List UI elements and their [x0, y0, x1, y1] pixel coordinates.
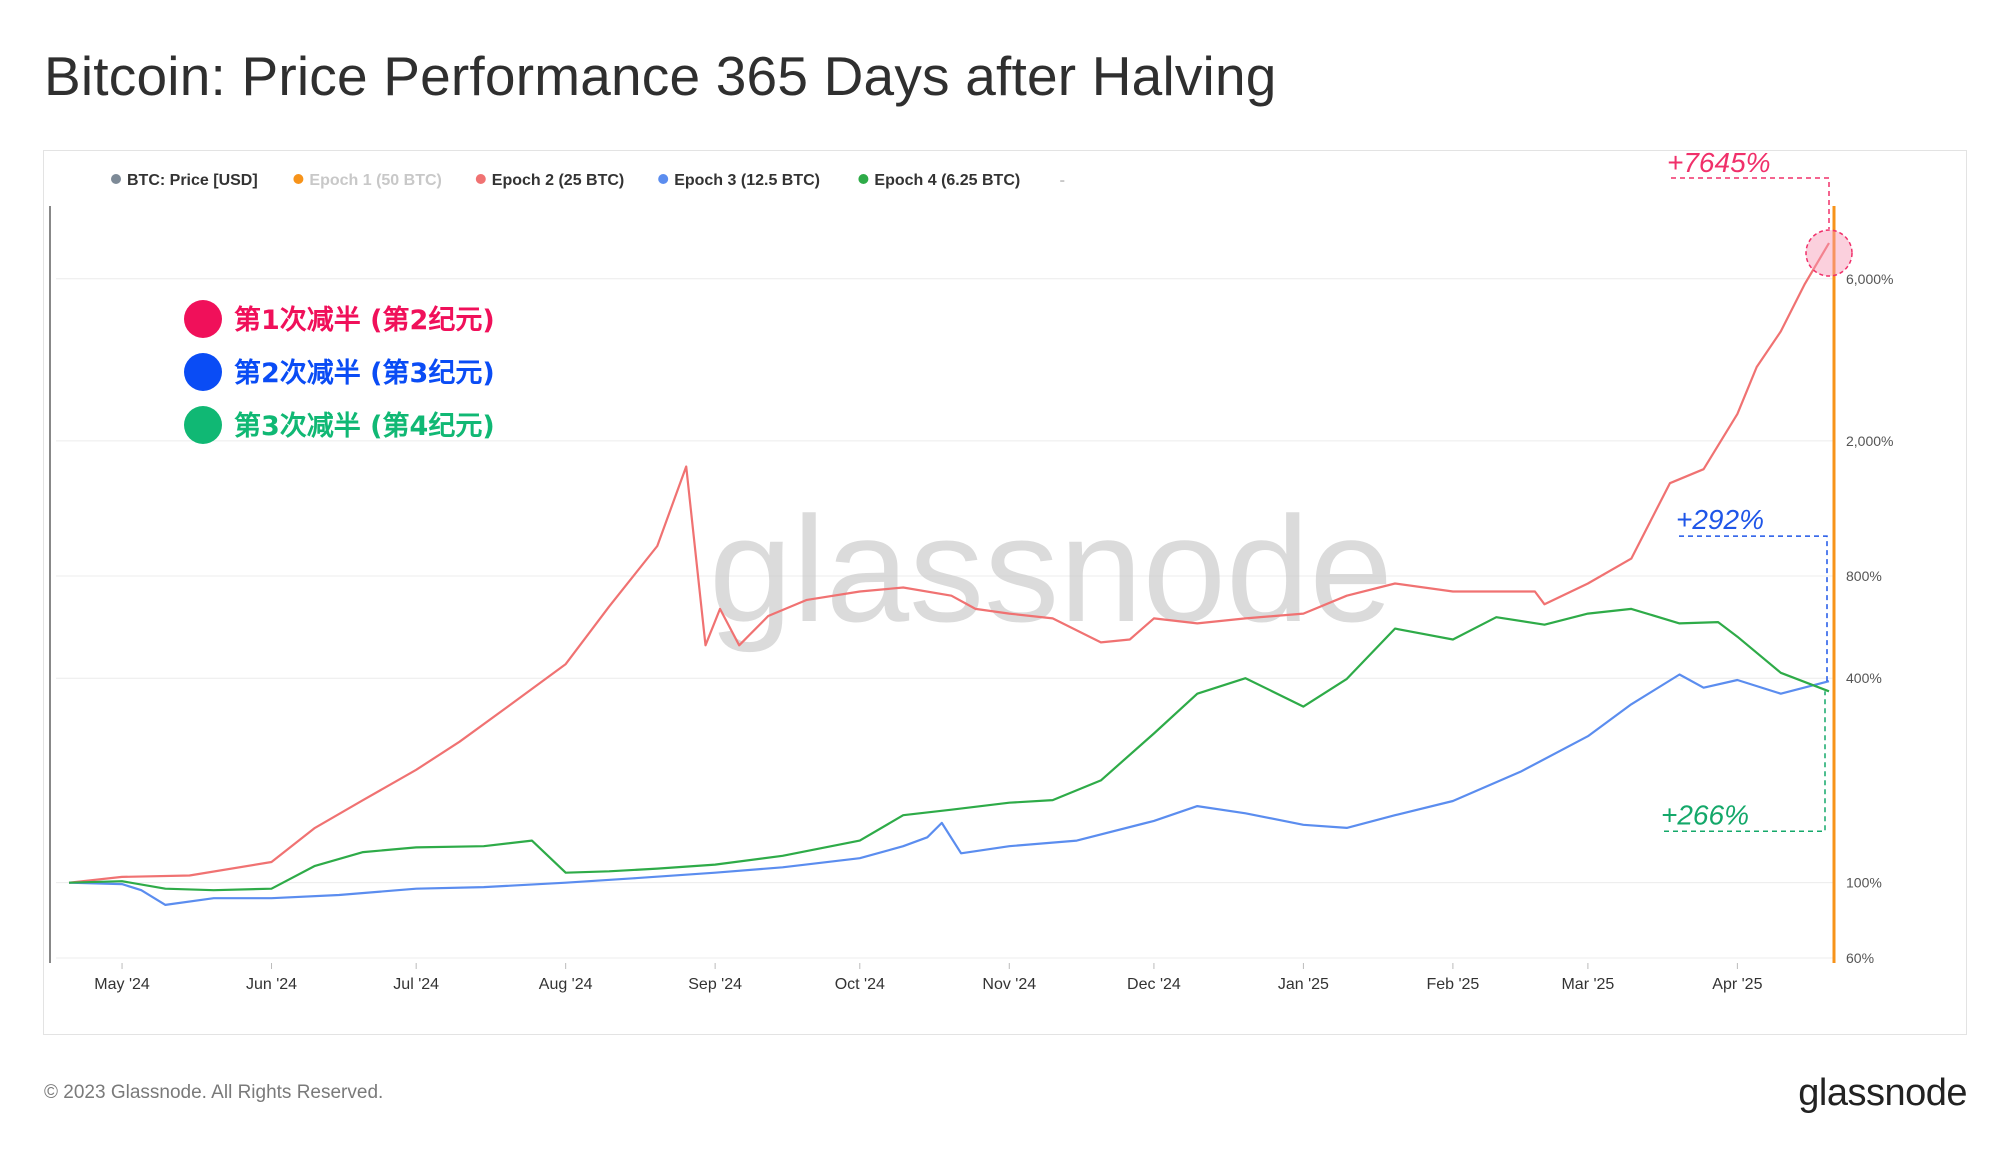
cn-legend-label: 第2次减半 (第3纪元): [234, 357, 495, 389]
series-line-epoch2: [68, 242, 1830, 884]
series-line-epoch3: [68, 673, 1830, 907]
x-tick-label-11: Apr '25: [1712, 976, 1762, 993]
legend-label: Epoch 2 (25 BTC): [492, 172, 624, 189]
y-tick-label-5: 6,000%: [1846, 271, 1893, 287]
anno-line-green: [1664, 691, 1826, 833]
chart-panel: glassnode BTC: Price [USD] Epoch 1 (50 BT…: [43, 150, 1967, 1035]
legend-label: Epoch 3 (12.5 BTC): [674, 172, 820, 189]
cn-legend-dot: [184, 300, 222, 338]
copyright: © 2023 Glassnode. All Rights Reserved.: [44, 1082, 384, 1103]
cn-legend-label: 第1次减半 (第2纪元): [234, 304, 495, 336]
x-tick-label-6: Nov '24: [982, 976, 1036, 993]
glassnode-logo: glassnode: [1798, 1072, 1967, 1114]
legend-item-2[interactable]: Epoch 2 (25 BTC): [475, 172, 624, 189]
watermark: glassnode: [709, 485, 1393, 653]
legend-dot: [658, 174, 669, 184]
y-tick-label-2: 400%: [1846, 670, 1882, 686]
x-tick-label-8: Jan '25: [1278, 976, 1329, 993]
x-tick-label-10: Mar '25: [1561, 976, 1614, 993]
anno-label-blue: +292%: [1676, 504, 1764, 535]
anno-label-green: +266%: [1661, 799, 1749, 830]
y-axis: 60% 100% 400% 800% 2,000% 6,000%: [1846, 271, 1893, 966]
y-tick-label-3: 800%: [1846, 568, 1882, 584]
cn-legend-item-0: 第1次减半 (第2纪元): [184, 300, 495, 338]
cn-legend-item-1: 第2次减半 (第3纪元): [184, 353, 495, 391]
anno-line-red: [1671, 177, 1830, 230]
legend-dot: [858, 174, 869, 184]
legend-item-0[interactable]: BTC: Price [USD]: [111, 172, 258, 189]
x-tick-label-7: Dec '24: [1127, 976, 1181, 993]
x-tick-label-4: Sep '24: [688, 976, 742, 993]
cn-legend: 第1次减半 (第2纪元) 第2次减半 (第3纪元) 第3次减半 (第4纪元): [184, 300, 495, 444]
y-tick-label-0: 60%: [1846, 950, 1874, 966]
x-tick-label-9: Feb '25: [1426, 976, 1479, 993]
x-tick-label-5: Oct '24: [835, 976, 885, 993]
y-tick-label-1: 100%: [1846, 875, 1882, 891]
legend-item-4[interactable]: Epoch 4 (6.25 BTC): [858, 172, 1020, 189]
anno-label-red: +7645%: [1667, 151, 1771, 178]
cn-legend-label: 第3次减半 (第4纪元): [234, 410, 495, 442]
page-title: Bitcoin: Price Performance 365 Days afte…: [44, 45, 1277, 107]
x-tick-label-0: May '24: [94, 976, 150, 993]
grid: [56, 278, 1834, 959]
x-tick-label-3: Aug '24: [539, 976, 593, 993]
legend: BTC: Price [USD] Epoch 1 (50 BTC) Epoch 2 …: [111, 172, 1065, 189]
legend-label: Epoch 4 (6.25 BTC): [874, 172, 1020, 189]
cn-legend-item-2: 第3次减半 (第4纪元): [184, 406, 495, 444]
highlight-circle: [1805, 229, 1853, 277]
anno-line-blue: [1679, 535, 1828, 682]
x-axis: May '24 Jun '24 Jul '24 Aug '24 Sep '24 Oct '…: [94, 963, 1763, 993]
legend-item-5[interactable]: -: [1060, 172, 1065, 189]
y-tick-label-4: 2,000%: [1846, 433, 1893, 449]
cn-legend-dot: [184, 353, 222, 391]
legend-item-3[interactable]: Epoch 3 (12.5 BTC): [658, 172, 820, 189]
series-line-epoch4: [68, 607, 1830, 892]
x-tick-label-1: Jun '24: [246, 976, 297, 993]
legend-dot: [475, 174, 486, 184]
legend-label: -: [1060, 172, 1065, 189]
series: [68, 242, 1830, 907]
chart-svg: glassnode BTC: Price [USD] Epoch 1 (50 BT…: [49, 151, 1893, 993]
x-tick-label-2: Jul '24: [393, 976, 439, 993]
legend-dot: [111, 174, 121, 184]
annotations: +7645% +292% +266%: [1661, 151, 1853, 833]
cn-legend-dot: [184, 406, 222, 444]
legend-dot: [293, 174, 304, 184]
legend-label: Epoch 1 (50 BTC): [309, 172, 441, 189]
legend-item-1[interactable]: Epoch 1 (50 BTC): [293, 172, 442, 189]
legend-label: BTC: Price [USD]: [127, 172, 258, 189]
